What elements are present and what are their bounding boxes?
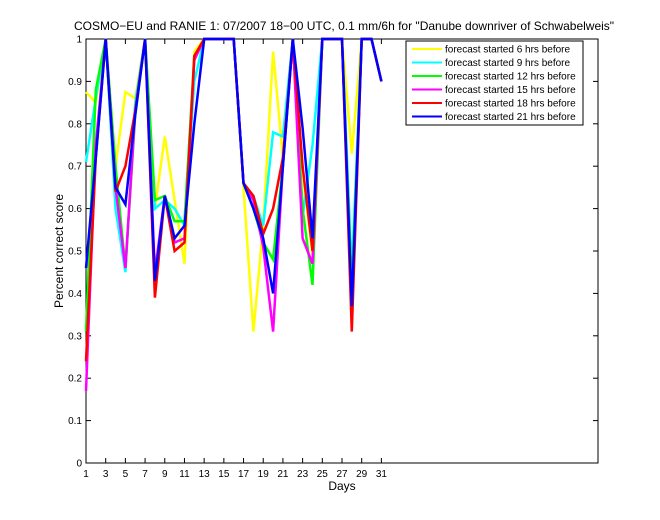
y-tick-label: 0.8 — [68, 119, 82, 130]
y-tick-label: 0.6 — [68, 204, 82, 215]
legend-entry: forecast started 18 hrs before — [445, 99, 576, 110]
legend-entry: forecast started 12 hrs before — [445, 72, 576, 83]
x-tick-label: 17 — [238, 469, 250, 480]
legend-entry: forecast started 6 hrs before — [445, 45, 571, 56]
x-tick-label: 29 — [356, 469, 368, 480]
axis-tick-labels: 1 3 5 7 9 11 13 15 17 19 21 23 25 27 29 3100.10.20.30.4… — [68, 35, 387, 481]
x-tick-label: 19 — [258, 469, 270, 480]
x-tick-label: 23 — [297, 469, 309, 480]
x-tick-label: 5 — [123, 469, 129, 480]
y-tick-label: 0.4 — [68, 289, 82, 300]
x-tick-label: 31 — [376, 469, 388, 480]
legend-entry: forecast started 9 hrs before — [445, 58, 571, 69]
y-tick-label: 0.1 — [68, 416, 82, 427]
x-tick-label: 1 — [83, 469, 89, 480]
x-tick-label: 27 — [336, 469, 348, 480]
x-tick-label: 25 — [317, 469, 329, 480]
series-line-6 — [84, 37, 383, 307]
y-tick-label: 1 — [76, 35, 82, 46]
y-tick-label: 0.9 — [68, 77, 82, 88]
y-tick-label: 0.2 — [68, 374, 82, 385]
legend-entry: forecast started 21 hrs before — [445, 112, 576, 123]
y-tick-label: 0.7 — [68, 162, 82, 173]
x-tick-label: 11 — [179, 469, 190, 480]
x-axis-title: Days — [328, 479, 355, 493]
x-tick-label: 3 — [103, 469, 109, 480]
chart-title: COSMO−EU and RANIE 1: 07/2007 18−00 UTC,… — [74, 19, 614, 33]
y-tick-label: 0 — [76, 459, 82, 470]
x-tick-label: 21 — [277, 469, 289, 480]
y-tick-label: 0.5 — [68, 247, 82, 258]
y-axis-title: Percent correct score — [52, 194, 66, 308]
x-tick-label: 7 — [142, 469, 148, 480]
x-tick-label: 13 — [199, 469, 211, 480]
legend: forecast started 6 hrs before forecast st… — [405, 40, 584, 126]
x-tick-label: 9 — [162, 469, 168, 480]
y-tick-label: 0.3 — [68, 331, 82, 342]
x-tick-label: 15 — [218, 469, 230, 480]
legend-entry: forecast started 15 hrs before — [445, 85, 576, 96]
series-lines — [84, 37, 383, 391]
legend-box — [405, 40, 584, 126]
